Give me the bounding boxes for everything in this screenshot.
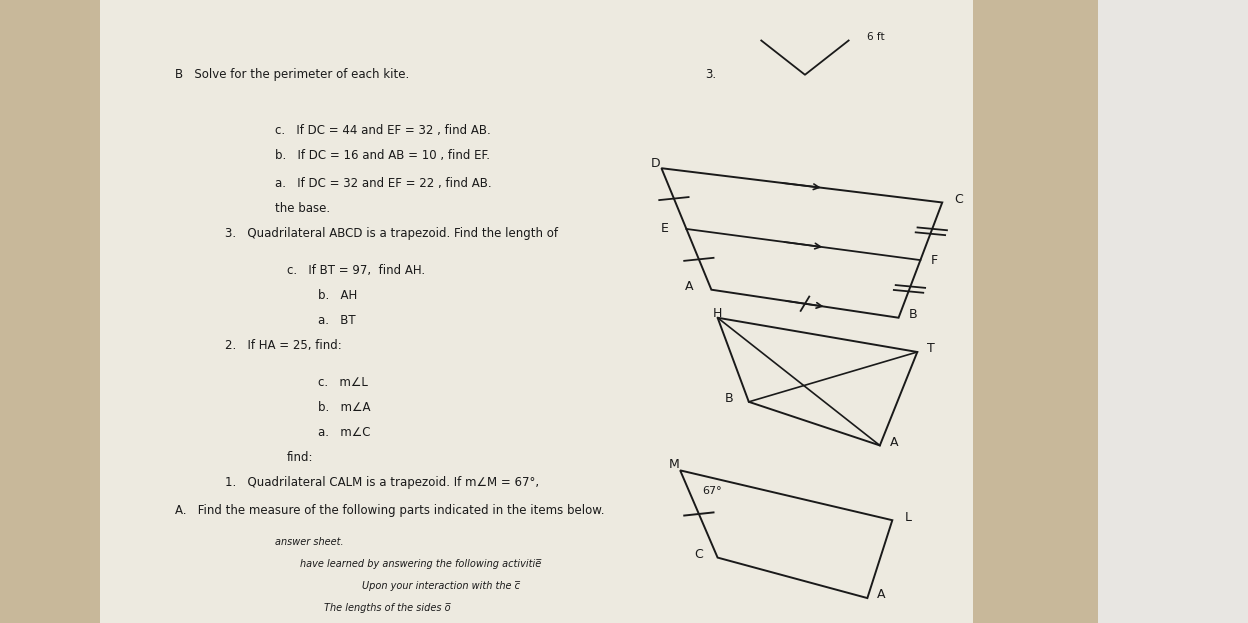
- Text: The lengths of the sides o̅: The lengths of the sides o̅: [324, 602, 451, 612]
- Text: A: A: [890, 435, 899, 449]
- Text: D: D: [650, 157, 660, 170]
- Bar: [973, 0, 1098, 623]
- Text: T: T: [927, 343, 935, 355]
- Text: A.   Find the measure of the following parts indicated in the items below.: A. Find the measure of the following par…: [175, 504, 604, 517]
- Text: 2.   If HA = 25, find:: 2. If HA = 25, find:: [225, 339, 342, 352]
- Text: L: L: [905, 511, 912, 523]
- Text: c.   m∠L: c. m∠L: [318, 376, 368, 389]
- Text: A: A: [877, 588, 886, 601]
- Text: A: A: [685, 280, 694, 293]
- Text: H: H: [713, 307, 723, 320]
- Text: answer sheet.: answer sheet.: [275, 537, 343, 547]
- Text: c.   If BT = 97,  find AH.: c. If BT = 97, find AH.: [287, 264, 426, 277]
- Text: C: C: [694, 548, 703, 561]
- Text: a.   m∠C: a. m∠C: [318, 426, 371, 439]
- Text: 67°: 67°: [703, 486, 723, 496]
- Text: find:: find:: [287, 451, 313, 464]
- Text: 1.   Quadrilateral CALM is a trapezoid. If m∠M = 67°,: 1. Quadrilateral CALM is a trapezoid. If…: [225, 476, 539, 489]
- Text: b.   m∠A: b. m∠A: [318, 401, 371, 414]
- Text: the base.: the base.: [275, 202, 329, 215]
- Text: a.   BT: a. BT: [318, 314, 356, 327]
- Text: 3.: 3.: [705, 68, 716, 81]
- Text: B   Solve for the perimeter of each kite.: B Solve for the perimeter of each kite.: [175, 68, 409, 81]
- Text: C: C: [955, 193, 963, 206]
- Text: 3.   Quadrilateral ABCD is a trapezoid. Find the length of: 3. Quadrilateral ABCD is a trapezoid. Fi…: [225, 227, 558, 240]
- Text: B: B: [725, 392, 734, 405]
- Text: c.   If DC = 44 and EF = 32 , find AB.: c. If DC = 44 and EF = 32 , find AB.: [275, 124, 490, 137]
- Text: E: E: [661, 222, 669, 235]
- Bar: [1098, 0, 1248, 623]
- Text: B: B: [909, 308, 917, 321]
- Text: M: M: [669, 458, 679, 471]
- Text: Upon your interaction with the c̅̅: Upon your interaction with the c̅̅: [362, 581, 520, 591]
- Text: b.   AH: b. AH: [318, 289, 357, 302]
- Text: a.   If DC = 32 and EF = 22 , find AB.: a. If DC = 32 and EF = 22 , find AB.: [275, 177, 492, 190]
- Text: F: F: [930, 254, 937, 267]
- Text: b.   If DC = 16 and AB = 10 , find EF.: b. If DC = 16 and AB = 10 , find EF.: [275, 149, 489, 162]
- Text: 6 ft: 6 ft: [867, 32, 885, 42]
- Text: have learned by answering the following activitie̅: have learned by answering the following …: [300, 559, 540, 569]
- Bar: [100, 0, 973, 623]
